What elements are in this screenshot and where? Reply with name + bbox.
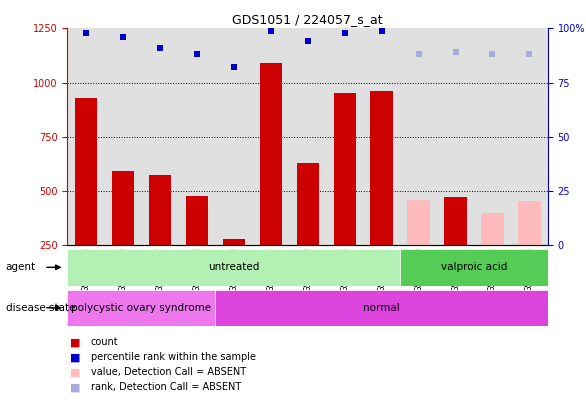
Bar	[444, 197, 466, 245]
Bar	[223, 239, 245, 245]
Text: ■: ■	[70, 337, 81, 347]
Bar	[112, 171, 134, 245]
Text: normal: normal	[363, 303, 400, 313]
Bar	[297, 163, 319, 245]
Text: count: count	[91, 337, 118, 347]
Bar	[75, 98, 97, 245]
Text: value, Detection Call = ABSENT: value, Detection Call = ABSENT	[91, 367, 246, 377]
Bar	[481, 213, 503, 245]
Text: rank, Detection Call = ABSENT: rank, Detection Call = ABSENT	[91, 382, 241, 392]
Bar	[67, 249, 400, 286]
Text: ■: ■	[70, 352, 81, 362]
Text: ■: ■	[70, 367, 81, 377]
Text: ■: ■	[70, 382, 81, 392]
Bar	[186, 196, 208, 245]
Text: agent: agent	[6, 262, 36, 272]
Bar	[260, 63, 282, 245]
Bar	[333, 93, 356, 245]
Text: percentile rank within the sample: percentile rank within the sample	[91, 352, 256, 362]
Bar	[215, 290, 548, 326]
Text: disease state: disease state	[6, 303, 76, 313]
Title: GDS1051 / 224057_s_at: GDS1051 / 224057_s_at	[232, 13, 383, 26]
Bar	[370, 91, 393, 245]
Bar	[519, 200, 540, 245]
Bar	[407, 200, 430, 245]
Text: polycystic ovary syndrome: polycystic ovary syndrome	[71, 303, 212, 313]
Bar	[400, 249, 548, 286]
Bar	[67, 290, 215, 326]
Bar	[149, 175, 171, 245]
Text: valproic acid: valproic acid	[441, 262, 507, 272]
Text: untreated: untreated	[208, 262, 260, 272]
